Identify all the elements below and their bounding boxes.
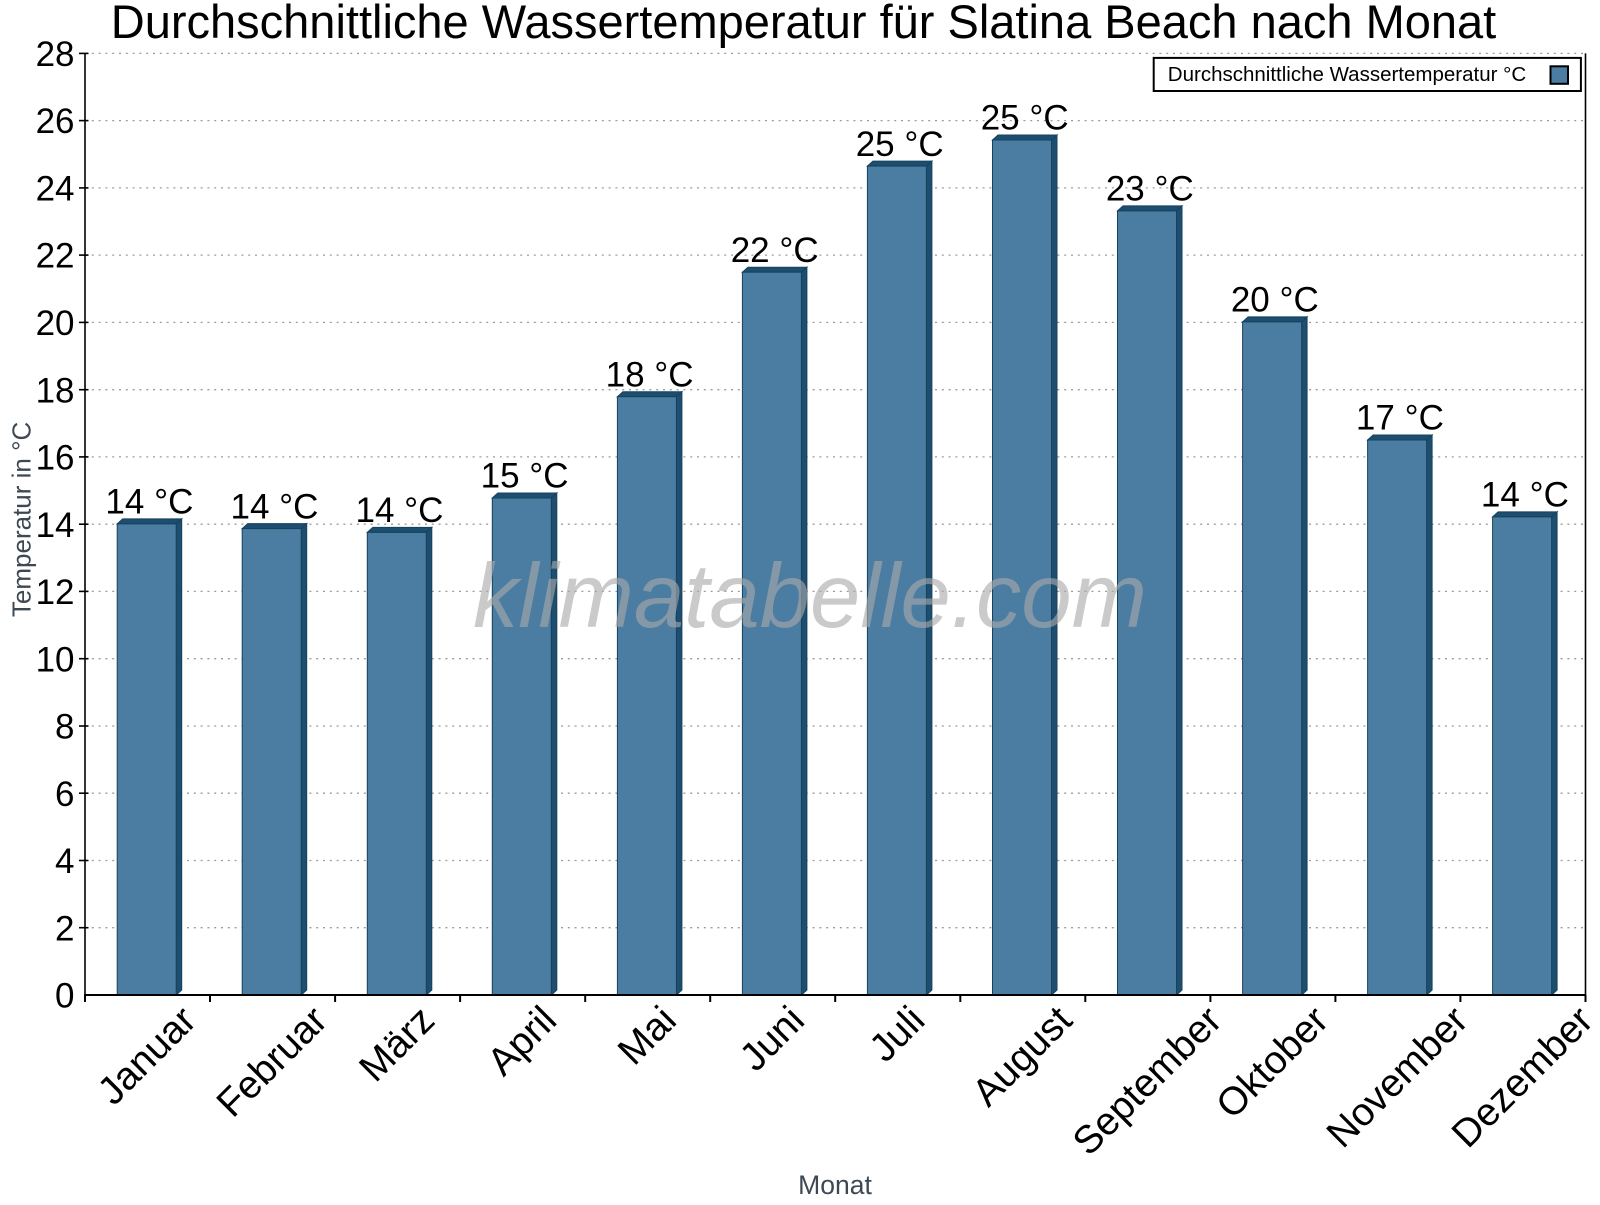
svg-text:6: 6 [55,775,74,814]
svg-text:Durchschnittliche Wassertemper: Durchschnittliche Wassertemperatur für S… [111,0,1496,48]
svg-text:Temperatur in °C: Temperatur in °C [7,422,37,617]
svg-text:14 °C: 14 °C [105,483,193,522]
svg-text:23 °C: 23 °C [1106,170,1194,209]
svg-text:17 °C: 17 °C [1356,399,1444,438]
svg-text:14 °C: 14 °C [231,487,319,526]
svg-text:16: 16 [36,439,75,478]
svg-text:18 °C: 18 °C [606,355,694,394]
svg-text:8: 8 [55,708,74,747]
svg-text:klimatabelle.com: klimatabelle.com [473,546,1147,647]
svg-text:24: 24 [36,170,75,209]
svg-text:0: 0 [55,977,74,1016]
svg-text:2: 2 [55,909,74,948]
svg-text:22 °C: 22 °C [731,231,819,270]
svg-text:20: 20 [36,304,75,343]
svg-text:22: 22 [36,237,75,276]
svg-text:15 °C: 15 °C [481,457,569,496]
svg-text:26: 26 [36,102,75,141]
svg-text:14 °C: 14 °C [356,491,444,530]
svg-text:18: 18 [36,371,75,410]
svg-text:20 °C: 20 °C [1231,281,1319,320]
svg-text:14: 14 [36,506,75,545]
svg-text:4: 4 [55,842,74,881]
svg-text:25 °C: 25 °C [981,99,1069,138]
svg-text:12: 12 [36,573,75,612]
svg-text:14 °C: 14 °C [1481,476,1569,515]
svg-text:28: 28 [36,35,75,74]
svg-text:Durchschnittliche Wassertemper: Durchschnittliche Wassertemperatur °C [1168,63,1527,86]
svg-text:25 °C: 25 °C [856,125,944,164]
svg-text:10: 10 [36,640,75,679]
svg-text:Monat: Monat [798,1170,872,1200]
